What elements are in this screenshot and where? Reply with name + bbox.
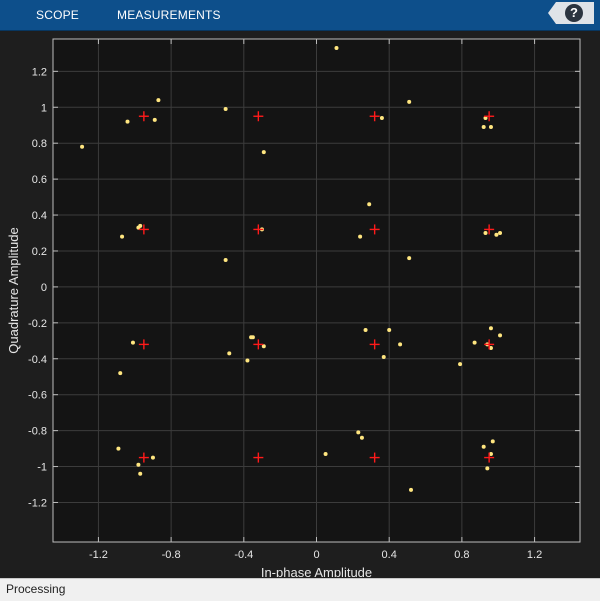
received-symbol-point [120,234,125,239]
received-symbol-point [485,466,490,471]
received-symbol-point [488,326,493,331]
reference-constellation-marker [484,224,495,235]
x-tick-label: 0 [313,549,319,561]
y-tick-label: -0.4 [28,354,47,366]
received-symbol-point [261,150,266,155]
y-tick-label: -1 [37,462,47,474]
received-symbol-point [152,117,157,122]
y-tick-label: 0.2 [32,246,47,258]
received-symbol-point [358,234,363,239]
reference-constellation-marker [138,111,149,122]
received-symbol-point [408,487,413,492]
received-symbol-point [261,344,266,349]
received-symbol-point [118,371,123,376]
received-symbol-point [363,328,368,333]
received-symbol-point [249,335,254,340]
received-symbol-point [458,362,463,367]
y-tick-label: -0.2 [28,318,47,330]
reference-constellation-marker [484,339,495,350]
received-symbol-point [481,125,486,130]
received-symbol-point [245,358,250,363]
y-tick-label: 0.8 [32,138,47,150]
received-symbol-point [488,451,493,456]
y-tick-label: 0.4 [32,210,47,222]
received-symbol-point [498,231,503,236]
received-symbol-point [323,451,328,456]
reference-constellation-marker [369,224,380,235]
received-symbol-point [223,107,228,112]
reference-constellation-marker [369,111,380,122]
plot-area: -1.2 -0.8 -0.4 0 0.4 0.8 1.2 1.2 1 0.8 0.6 0.4 0.2 0 -… [0,31,600,577]
received-symbol-point [483,116,488,121]
reference-constellation-marker [253,224,264,235]
received-symbol-point [80,144,85,149]
y-tick-label: 1.2 [32,66,47,78]
received-symbol-point [359,435,364,440]
x-tick-label: 0.8 [454,549,469,561]
received-symbol-point [367,202,372,207]
reference-constellation-marker [138,339,149,350]
received-symbol-point [116,446,121,451]
received-symbol-point [488,125,493,130]
help-icon: ? [565,4,583,22]
reference-constellation-marker [138,224,149,235]
received-symbol-point [490,439,495,444]
help-button[interactable]: ? [548,2,594,24]
toolstrip: SCOPE MEASUREMENTS ? [0,0,600,31]
received-symbol-point [381,354,386,359]
received-symbol-point [472,340,477,345]
x-tick-label: 0.4 [382,549,397,561]
reference-constellation-marker [484,111,495,122]
x-tick-label: -0.4 [234,549,253,561]
reference-constellation-marker [253,452,264,463]
reference-constellation-marker [138,452,149,463]
y-tick-label: -0.8 [28,426,47,438]
reference-constellation-marker [253,339,264,350]
reference-constellation-marker [369,452,380,463]
received-symbol-point [407,99,412,104]
received-symbol-point [156,98,161,103]
received-symbol-point [334,45,339,50]
received-symbol-point [494,232,499,237]
received-symbol-point [387,328,392,333]
reference-constellation-marker [369,339,380,350]
constellation-plot[interactable]: -1.2 -0.8 -0.4 0 0.4 0.8 1.2 1.2 1 0.8 0.6 0.4 0.2 0 -… [0,31,600,577]
received-symbol-point [398,342,403,347]
y-axis-label: Quadrature Amplitude [6,227,21,353]
y-tick-label: -1.2 [28,497,47,509]
y-tick-label: 0 [41,282,47,294]
status-text: Processing [6,582,66,596]
reference-constellation-marker [253,111,264,122]
x-tick-label: -1.2 [89,549,108,561]
received-symbol-point [150,455,155,460]
received-symbol-point [125,119,130,124]
received-symbol-point [488,345,493,350]
received-symbol-point [356,430,361,435]
tab-scope[interactable]: SCOPE [36,8,80,22]
y-tick-label: 0.6 [32,174,47,186]
y-tick-label: -0.6 [28,390,47,402]
x-axis-label: In-phase Amplitude [261,565,372,577]
x-tick-label: -0.8 [162,549,181,561]
received-symbol-point [138,471,143,476]
received-symbol-point [136,225,141,230]
received-symbol-point [498,333,503,338]
received-symbol-point [483,231,488,236]
received-symbol-point [227,351,232,356]
received-symbol-point [130,340,135,345]
received-symbol-point [481,444,486,449]
status-bar: Processing [0,578,600,601]
y-tick-label: 1 [41,102,47,114]
received-symbol-point [223,257,228,262]
tab-measurements[interactable]: MEASUREMENTS [117,8,221,22]
received-symbol-point [136,462,141,467]
received-symbol-point [379,116,384,121]
reference-constellation-marker [484,452,495,463]
received-symbol-point [407,256,412,261]
x-tick-label: 1.2 [527,549,542,561]
